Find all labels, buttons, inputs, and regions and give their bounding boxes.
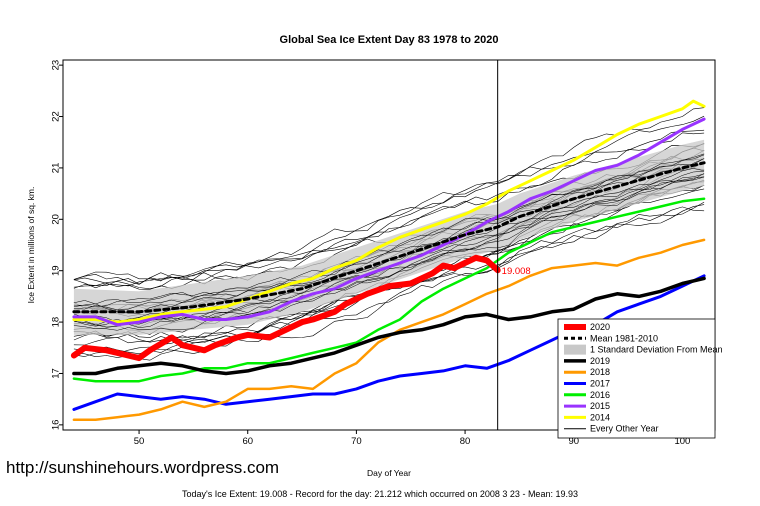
series-line-2015 <box>72 117 706 327</box>
legend-entry: 2017 <box>590 379 610 389</box>
legend-entry: 2020 <box>590 322 610 332</box>
legend-entry: 2016 <box>590 390 610 400</box>
y-tick-label: 21 <box>50 163 61 174</box>
axes: 50 60 70 80 90 100 16 17 18 19 20 21 22 23 <box>50 60 690 447</box>
legend-entry: 2014 <box>590 412 610 422</box>
x-tick-label: 80 <box>460 436 471 447</box>
x-axis-label: Day of Year <box>367 468 411 478</box>
x-tick-label: 50 <box>134 436 145 447</box>
other-year-line <box>73 206 705 356</box>
y-tick-label: 17 <box>50 368 61 379</box>
footer-stats: Today's Ice Extent: 19.008 - Record for … <box>182 489 578 499</box>
legend-entry: 1 Standard Deviation From Mean <box>590 345 723 355</box>
y-tick-label: 23 <box>50 60 61 71</box>
other-year-line <box>73 158 705 314</box>
other-year-line <box>73 153 705 308</box>
std-band-area <box>73 139 705 335</box>
std-dev-band <box>73 139 705 335</box>
y-tick-label: 20 <box>50 214 61 225</box>
y-tick-label: 16 <box>50 420 61 431</box>
watermark-url: http://sunshinehours.wordpress.com <box>6 458 280 477</box>
x-tick-label: 90 <box>568 436 579 447</box>
x-tick-label: 100 <box>674 436 690 447</box>
series-line-2019 <box>72 276 706 376</box>
series-line-mean-1981-2010 <box>72 161 706 314</box>
plot-frame <box>62 59 716 431</box>
other-year-line <box>73 107 705 282</box>
other-year-line <box>73 158 705 311</box>
y-tick-label: 19 <box>50 265 61 276</box>
other-year-line <box>73 173 705 328</box>
current-value-label: 19.008 <box>502 266 531 277</box>
other-year-line <box>73 115 705 289</box>
x-tick-label: 60 <box>242 436 253 447</box>
other-year-line <box>73 132 705 290</box>
chart-title: Global Sea Ice Extent Day 83 1978 to 202… <box>280 34 499 46</box>
legend-entry: Every Other Year <box>590 424 659 434</box>
legend-entry: 2019 <box>590 356 610 366</box>
legend-entry: 2015 <box>590 401 610 411</box>
legend-entry: 2018 <box>590 367 610 377</box>
series-lines <box>70 99 706 421</box>
series-line-2016 <box>72 197 706 383</box>
series-line-2020 <box>70 254 501 362</box>
y-axis-label: Ice Extent in millions of sq. km. <box>26 187 36 304</box>
y-tick-label: 22 <box>50 111 61 122</box>
x-tick-label: 70 <box>351 436 362 447</box>
legend-entry: Mean 1981-2010 <box>590 333 658 343</box>
other-year-line <box>73 176 705 328</box>
series-line-2014 <box>72 99 706 324</box>
other-year-line <box>73 204 705 361</box>
y-tick-label: 18 <box>50 317 61 328</box>
